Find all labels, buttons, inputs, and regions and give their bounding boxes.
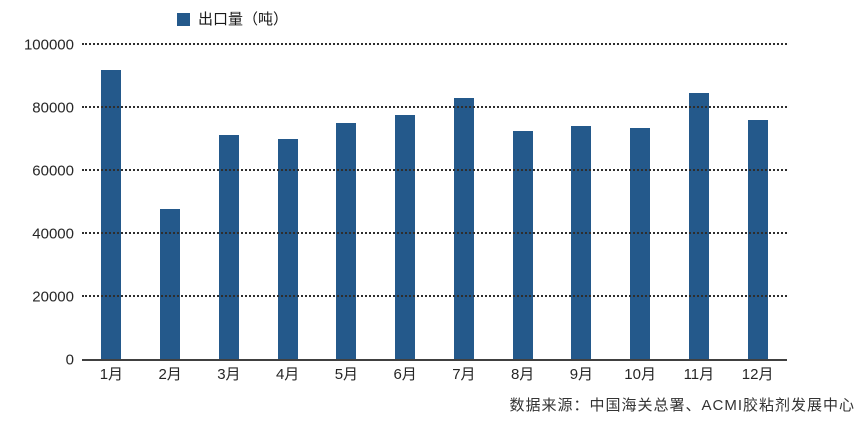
- gridline: [82, 43, 787, 45]
- legend-swatch: [177, 13, 190, 26]
- y-tick-label: 40000: [32, 225, 74, 243]
- gridline: [82, 169, 787, 171]
- bar-slot: [611, 45, 670, 360]
- x-tick-label: 10月: [624, 366, 656, 383]
- bar-2月: [160, 208, 181, 360]
- bars-container: [82, 45, 787, 360]
- bar-slot: [435, 45, 494, 360]
- x-tick-label: 12月: [741, 366, 774, 383]
- y-axis: 0 20000 40000 60000 80000 100000: [0, 38, 74, 368]
- x-tick-label: 9月: [569, 366, 594, 383]
- y-tick-label: 60000: [32, 162, 74, 180]
- x-tick-label: 1月: [99, 366, 124, 383]
- source-note: 数据来源：中国海关总署、ACMI胶粘剂发展中心: [509, 397, 855, 414]
- bar-6月: [395, 114, 416, 360]
- bar-5月: [336, 122, 357, 360]
- bar-slot: [670, 45, 729, 360]
- chart-legend: 出口量（吨）: [177, 12, 288, 27]
- gridline: [82, 106, 787, 108]
- y-tick-label: 80000: [32, 99, 74, 117]
- bar-12月: [747, 120, 768, 360]
- bar-slot: [258, 45, 317, 360]
- bar-slot: [317, 45, 376, 360]
- bar-9月: [571, 125, 592, 360]
- bar-8月: [512, 130, 533, 360]
- x-tick-label: 3月: [217, 366, 241, 383]
- x-tick-label: 4月: [275, 366, 300, 383]
- x-tick-label: 2月: [158, 366, 182, 383]
- legend-label: 出口量（吨）: [198, 11, 289, 28]
- gridline: [82, 232, 787, 234]
- gridline: [82, 295, 787, 297]
- bar-7月: [453, 98, 474, 360]
- bar-slot: [141, 45, 200, 360]
- bar-slot: [552, 45, 611, 360]
- bar-4月: [277, 138, 298, 360]
- bar-slot: [376, 45, 435, 360]
- bar-slot: [82, 45, 141, 360]
- x-axis-line: [82, 359, 787, 361]
- x-tick-label: 8月: [510, 366, 535, 383]
- x-tick-label: 7月: [452, 366, 476, 383]
- bar-slot: [493, 45, 552, 360]
- plot-area: [82, 43, 787, 361]
- bar-slot: [200, 45, 259, 360]
- x-tick-label: 5月: [334, 366, 359, 383]
- bar-11月: [688, 93, 709, 360]
- x-axis: 1月 2月 3月 4月 5月 6月 7月 8月 9月 10月 11月 12月: [82, 366, 787, 384]
- x-tick-label: 11月: [683, 366, 715, 383]
- y-tick-label: 0: [65, 351, 74, 369]
- y-tick-label: 20000: [32, 288, 74, 306]
- bar-10月: [630, 128, 651, 360]
- bar-3月: [218, 135, 239, 360]
- y-tick-label: 100000: [23, 36, 74, 54]
- bar-1月: [101, 70, 122, 360]
- bar-slot: [728, 45, 787, 360]
- x-tick-label: 6月: [393, 366, 417, 383]
